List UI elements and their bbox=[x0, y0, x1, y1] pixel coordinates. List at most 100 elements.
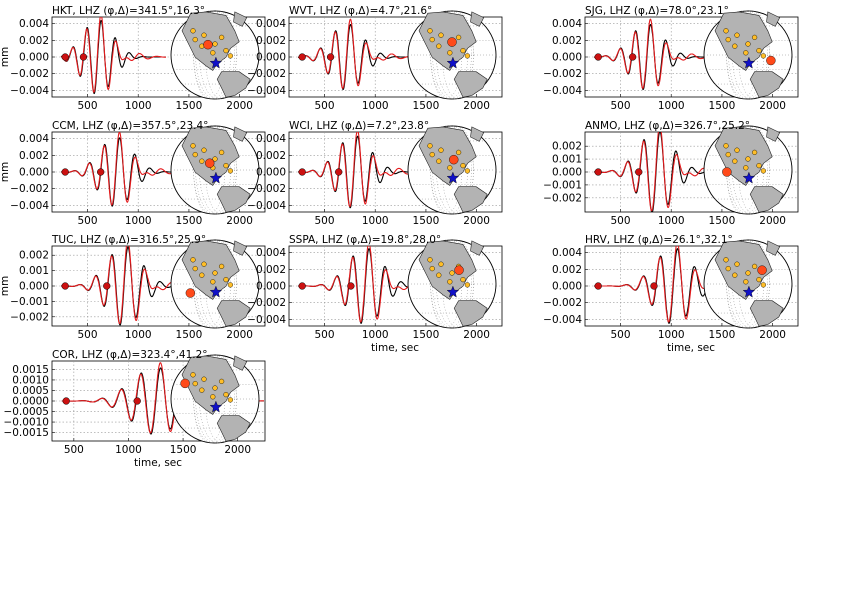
station-dot bbox=[192, 152, 198, 158]
synthetic-trace bbox=[60, 132, 189, 206]
traces bbox=[60, 132, 189, 207]
map-inset bbox=[703, 125, 793, 215]
y-tick-label: 0.001 bbox=[552, 154, 582, 166]
meridian bbox=[204, 125, 237, 215]
station-dot bbox=[732, 158, 738, 164]
highlighted-station bbox=[203, 39, 213, 50]
station-dot bbox=[427, 257, 433, 263]
station-dot bbox=[192, 36, 198, 43]
x-tick-label: 1000 bbox=[362, 329, 389, 341]
station-dot bbox=[199, 158, 205, 164]
y-tick-label: −0.002 bbox=[247, 68, 286, 80]
station-dot bbox=[201, 32, 207, 38]
y-tick-label: −0.002 bbox=[247, 183, 286, 195]
phase-marker bbox=[635, 168, 643, 176]
y-tick-label: −0.0005 bbox=[3, 406, 49, 418]
map-inset bbox=[407, 10, 497, 100]
station-dot bbox=[429, 152, 435, 158]
station-dot bbox=[732, 43, 738, 49]
epicenter-star-icon bbox=[742, 285, 756, 298]
phase-marker bbox=[103, 282, 111, 290]
x-tick-label: 2000 bbox=[463, 329, 490, 341]
epicenter-star-icon bbox=[446, 171, 460, 184]
x-tick-label: 1500 bbox=[413, 215, 440, 227]
south-america-shape bbox=[749, 71, 784, 98]
station-dot bbox=[751, 34, 758, 41]
station-dot bbox=[438, 32, 444, 38]
phase-marker bbox=[61, 53, 69, 61]
station-dot bbox=[227, 282, 234, 288]
x-tick-label: 1000 bbox=[125, 100, 152, 112]
y-tick-label: 0.000 bbox=[19, 52, 49, 64]
station-dot bbox=[745, 156, 751, 162]
station-dot bbox=[219, 34, 225, 41]
y-tick-label: −0.001 bbox=[10, 296, 49, 308]
x-tick-label: 500 bbox=[64, 444, 84, 456]
station-dot bbox=[212, 385, 218, 391]
station-dot bbox=[734, 261, 740, 267]
greenland-shape bbox=[470, 126, 485, 142]
panel-title: ANMO, LHZ (φ,Δ)=326.7°,25.2° bbox=[585, 120, 750, 132]
panel-sspa: 500 1000 1500 2000 −0.004 −0.002 0.000 0.002 0.0… bbox=[247, 234, 503, 354]
station-dot bbox=[190, 28, 196, 34]
y-tick-label: −0.004 bbox=[10, 85, 49, 97]
x-tick-label: 2000 bbox=[759, 100, 786, 112]
station-dot bbox=[464, 282, 471, 288]
y-tick-label: 0.002 bbox=[19, 150, 49, 162]
x-tick-label: 2000 bbox=[759, 215, 786, 227]
phase-marker bbox=[594, 282, 602, 290]
station-dot bbox=[227, 53, 234, 59]
y-tick-label: 0.002 bbox=[256, 150, 286, 162]
synthetic-trace bbox=[594, 18, 720, 89]
station-dot bbox=[460, 277, 466, 283]
map-inset bbox=[407, 125, 497, 215]
x-tick-label: 1000 bbox=[658, 100, 685, 112]
x-axis-label: time, sec bbox=[134, 457, 182, 469]
station-dot bbox=[464, 53, 471, 59]
station-dot bbox=[427, 143, 433, 149]
station-dot bbox=[751, 149, 758, 156]
map-inset bbox=[703, 239, 793, 329]
y-tick-label: 0.000 bbox=[19, 167, 49, 179]
station-dot bbox=[756, 47, 762, 54]
station-dot bbox=[190, 257, 196, 263]
y-axis-label: mm bbox=[0, 276, 11, 296]
map-inset bbox=[170, 354, 260, 444]
x-tick-label: 500 bbox=[610, 100, 630, 112]
phase-marker bbox=[335, 168, 343, 176]
traces bbox=[593, 18, 720, 90]
station-dot bbox=[756, 277, 762, 283]
station-dot bbox=[460, 47, 466, 54]
highlighted-station bbox=[722, 167, 732, 177]
phase-marker bbox=[62, 397, 70, 405]
north-america-shape bbox=[418, 126, 477, 186]
station-dot bbox=[436, 158, 442, 164]
highlighted-station bbox=[766, 55, 776, 66]
phase-marker bbox=[629, 53, 637, 61]
station-dot bbox=[723, 257, 729, 263]
station-dot bbox=[436, 272, 442, 278]
panel-title: HKT, LHZ (φ,Δ)=341.5°,16.3° bbox=[52, 5, 205, 17]
station-dot bbox=[723, 143, 729, 149]
traces bbox=[298, 132, 430, 209]
panel-cor: 500 1000 1500 2000−0.0015−0.0010−0.00050.00… bbox=[3, 349, 266, 469]
south-america-shape bbox=[453, 186, 488, 213]
panel-title: WCI, LHZ (φ,Δ)=7.2°,23.8° bbox=[289, 120, 429, 132]
x-tick-label: 2000 bbox=[226, 100, 253, 112]
x-tick-label: 1000 bbox=[658, 329, 685, 341]
meridian bbox=[441, 125, 474, 215]
south-america-shape bbox=[749, 300, 784, 327]
phase-marker bbox=[298, 53, 306, 61]
station-dot bbox=[219, 263, 225, 270]
y-tick-label: −0.004 bbox=[543, 85, 582, 97]
x-tick-label: 500 bbox=[77, 215, 97, 227]
phase-marker bbox=[61, 168, 69, 176]
map-inset bbox=[407, 239, 497, 329]
x-tick-label: 1500 bbox=[176, 215, 203, 227]
y-tick-label: −0.002 bbox=[10, 311, 49, 323]
x-tick-label: 1500 bbox=[170, 444, 197, 456]
station-dot bbox=[464, 168, 471, 174]
y-tick-label: −0.002 bbox=[543, 297, 582, 309]
panel-title: WVT, LHZ (φ,Δ)=4.7°,21.6° bbox=[289, 5, 432, 17]
station-dot bbox=[447, 279, 453, 285]
